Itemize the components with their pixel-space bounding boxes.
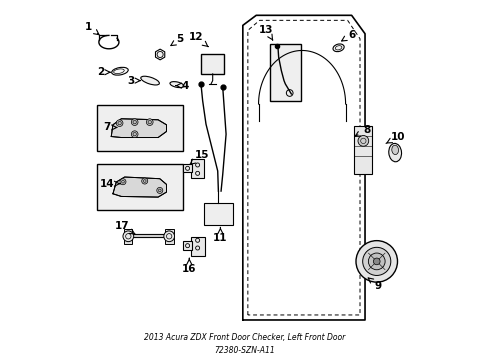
Circle shape xyxy=(131,131,138,138)
Circle shape xyxy=(116,120,122,126)
Polygon shape xyxy=(111,119,166,138)
Bar xyxy=(201,54,224,74)
Text: 5: 5 xyxy=(170,35,183,46)
Circle shape xyxy=(131,119,138,126)
Text: 8: 8 xyxy=(354,125,369,136)
Bar xyxy=(190,237,204,256)
Text: 2: 2 xyxy=(97,67,110,77)
Ellipse shape xyxy=(391,145,398,154)
Circle shape xyxy=(142,178,147,184)
Circle shape xyxy=(357,135,368,146)
Bar xyxy=(97,105,182,151)
Ellipse shape xyxy=(111,67,128,75)
Bar xyxy=(183,164,191,172)
Bar xyxy=(204,203,232,225)
Circle shape xyxy=(373,258,379,265)
Ellipse shape xyxy=(141,76,159,85)
Text: 7: 7 xyxy=(103,122,117,132)
Text: 13: 13 xyxy=(259,25,273,40)
Text: 6: 6 xyxy=(341,30,355,41)
Polygon shape xyxy=(155,49,164,60)
Bar xyxy=(97,164,182,210)
Bar xyxy=(124,229,132,244)
Circle shape xyxy=(146,119,153,126)
Text: 15: 15 xyxy=(189,150,209,165)
Circle shape xyxy=(163,231,174,242)
Text: 16: 16 xyxy=(182,258,196,274)
Ellipse shape xyxy=(170,82,183,87)
Bar xyxy=(165,229,173,244)
Bar xyxy=(183,241,191,250)
Text: 4: 4 xyxy=(176,81,188,91)
Text: 2013 Acura ZDX Front Door Checker, Left Front Door
72380-SZN-A11: 2013 Acura ZDX Front Door Checker, Left … xyxy=(143,333,345,355)
Text: 1: 1 xyxy=(85,22,99,35)
Circle shape xyxy=(355,240,397,282)
Text: 14: 14 xyxy=(100,179,120,189)
Polygon shape xyxy=(113,177,166,197)
Circle shape xyxy=(157,188,163,193)
Bar xyxy=(353,126,372,174)
Text: 11: 11 xyxy=(213,228,227,243)
Circle shape xyxy=(367,253,385,270)
Text: 12: 12 xyxy=(188,32,208,47)
Text: 10: 10 xyxy=(385,131,405,143)
Circle shape xyxy=(120,179,126,185)
Circle shape xyxy=(122,231,133,242)
Text: 17: 17 xyxy=(115,221,135,234)
Ellipse shape xyxy=(332,44,344,51)
Circle shape xyxy=(362,247,390,275)
Text: 9: 9 xyxy=(367,278,381,291)
Ellipse shape xyxy=(388,143,401,162)
Bar xyxy=(269,44,301,101)
Bar xyxy=(190,159,204,178)
Text: 3: 3 xyxy=(127,76,140,86)
